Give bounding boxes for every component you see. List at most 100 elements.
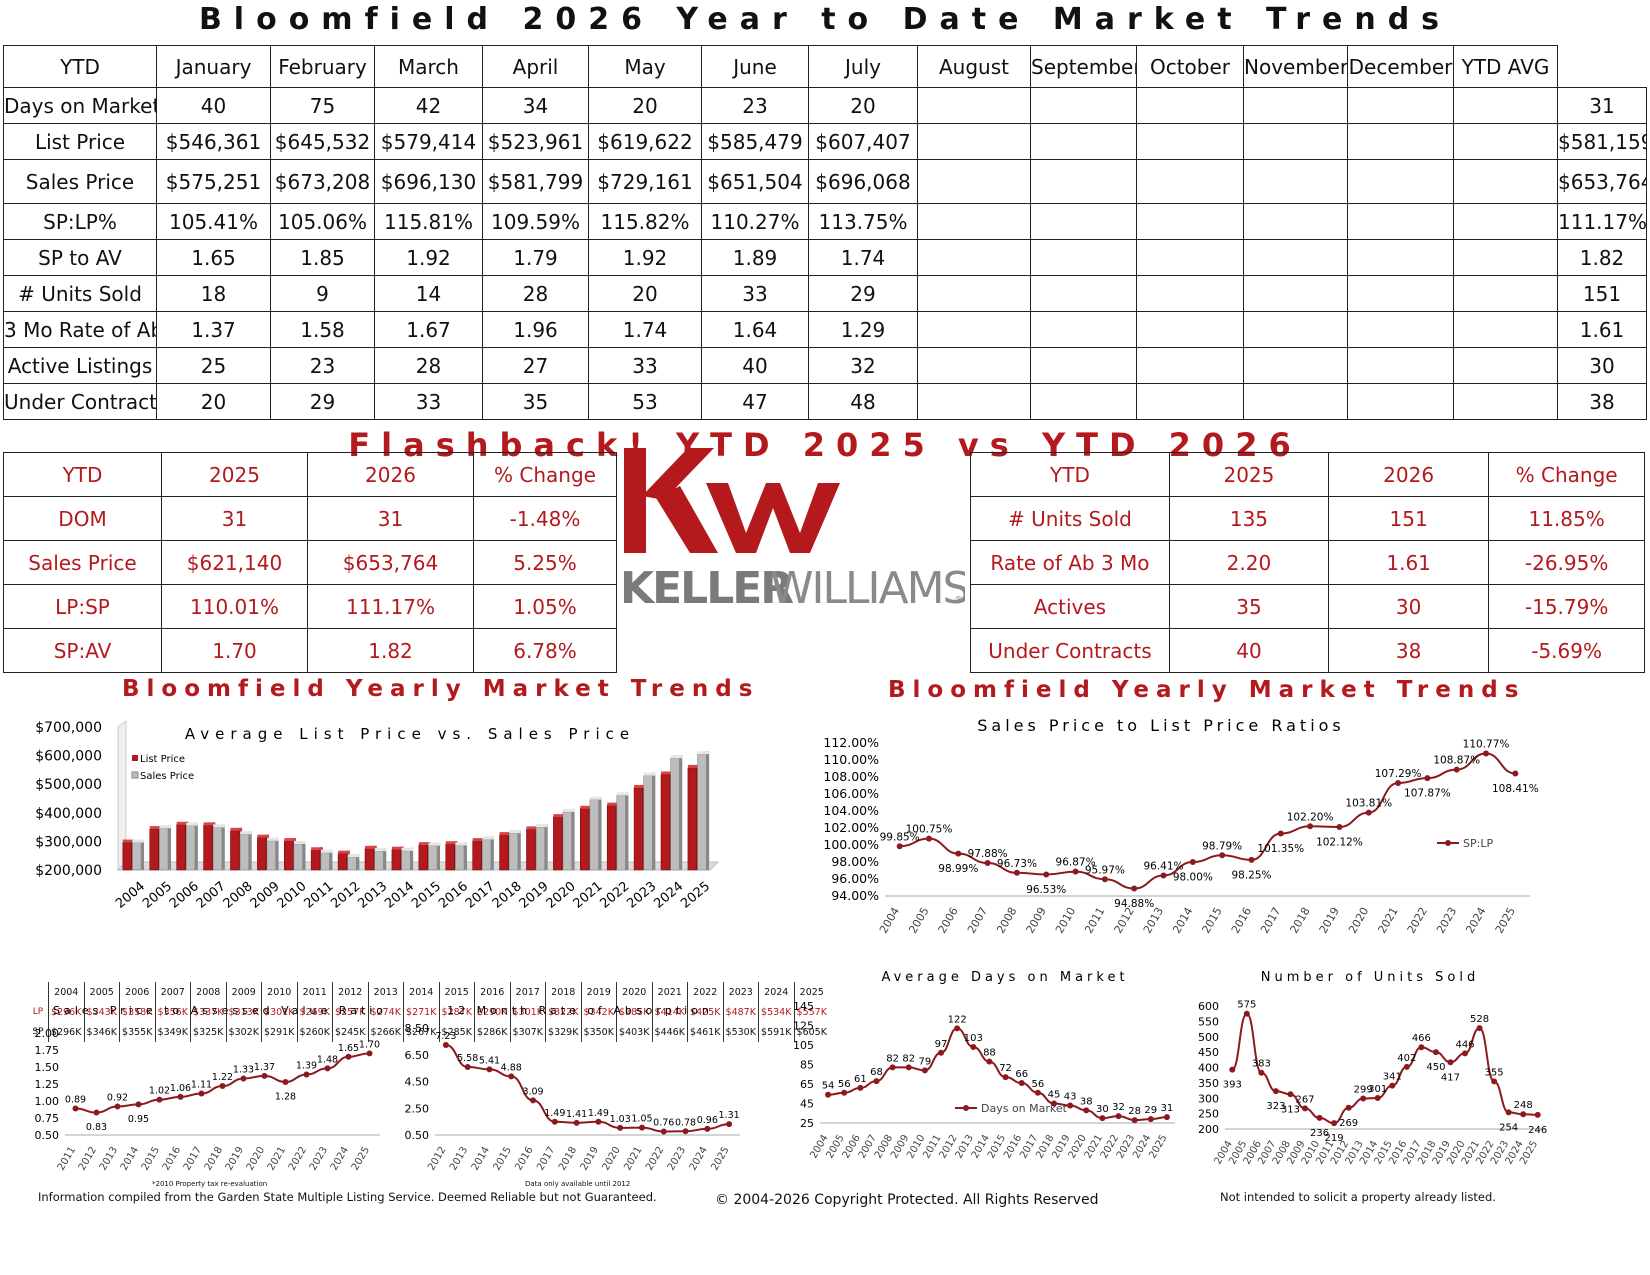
data-point-2022 <box>660 1128 667 1135</box>
x-tick-label: 2013 <box>98 1145 120 1173</box>
y-tick-label: 106.00% <box>823 786 879 801</box>
table-cell <box>917 123 1031 160</box>
y-tick-label: 0.50 <box>405 1129 430 1142</box>
data-label: 98.00% <box>1173 872 1213 884</box>
sp-cell: $302K <box>225 1022 262 1042</box>
table-cell: 35 <box>482 383 589 420</box>
y-tick-label: $400,000 <box>35 806 102 822</box>
bar-list-2018 <box>499 834 509 871</box>
bar-list-2025 <box>687 767 697 871</box>
data-point-2015 <box>156 1096 163 1103</box>
data-label: 450 <box>1426 1062 1445 1073</box>
bar-side <box>652 772 656 870</box>
year-cell: 2021 <box>651 982 688 1002</box>
data-point-2014 <box>1374 1094 1381 1101</box>
x-tick-label: 2012 <box>77 1145 99 1173</box>
data-point-2025 <box>1534 1111 1541 1118</box>
bar-side <box>383 848 387 870</box>
data-label: 402 <box>1397 1053 1416 1064</box>
table-cell: 105.06% <box>270 203 375 240</box>
data-point-2010 <box>921 1067 928 1074</box>
data-label: 96.87% <box>1056 857 1096 869</box>
year-cell: 2007 <box>154 982 191 1002</box>
lp-cell: $356K <box>154 1002 191 1022</box>
data-label: 1.33 <box>233 1065 254 1076</box>
bar-list-2019 <box>526 829 536 871</box>
x-tick-label: 2018 <box>557 1145 579 1173</box>
x-tick-label: 2024 <box>651 879 686 912</box>
sp-cell: $325K <box>190 1022 226 1042</box>
data-label: 1.03 <box>610 1114 631 1125</box>
lp-cell: $274K <box>367 1002 404 1022</box>
bar-sales-2023 <box>643 775 653 871</box>
data-label: 45 <box>1048 1090 1061 1101</box>
table-cell <box>1243 275 1348 312</box>
data-point-2004 <box>896 843 903 850</box>
x-tick-label: 2023 <box>666 1145 688 1173</box>
compare-cell: DOM <box>3 496 162 541</box>
bar-top <box>536 824 548 828</box>
x-tick-label: 2016 <box>513 1145 535 1173</box>
x-tick-label: 2019 <box>224 1145 246 1173</box>
bar-top <box>213 824 225 828</box>
data-point-2017 <box>1277 830 1284 837</box>
bar-side <box>490 836 494 870</box>
bar-top <box>347 854 360 858</box>
y-tick-label: 102.00% <box>823 820 879 835</box>
x-tick-label: 2016 <box>161 1145 183 1173</box>
table-cell: 33 <box>588 347 702 384</box>
data-label: 82 <box>902 1053 915 1064</box>
data-point-2005 <box>925 835 932 842</box>
sp-label: SP <box>32 1027 44 1037</box>
compare-row: # Units Sold 135 151 11.85% <box>970 496 1645 541</box>
x-tick-label: 2020 <box>1346 905 1371 936</box>
data-label: 0.76 <box>653 1118 674 1129</box>
data-point-2023 <box>324 1065 331 1072</box>
chart-title: Sales Price to List Price Ratios <box>977 716 1345 735</box>
data-label: 1.28 <box>275 1091 296 1102</box>
lp-cell: $487K <box>722 1002 759 1022</box>
page-title: Bloomfield 2026 Year to Date Market Tren… <box>198 2 1452 37</box>
bar-top <box>257 834 269 838</box>
compare-cell: 2.20 <box>1168 540 1330 585</box>
data-label: 1.06 <box>170 1083 191 1094</box>
table-cell: 1.58 <box>270 311 375 348</box>
sp-cell: $355K <box>119 1022 155 1042</box>
year-cell: 2012 <box>332 982 368 1002</box>
data-label: 1.05 <box>631 1114 652 1125</box>
table-cell: 105.41% <box>156 203 271 240</box>
table-cell <box>1243 123 1348 160</box>
compare-header: % Change <box>473 452 617 497</box>
header-february: February <box>270 45 375 88</box>
compare-row: SP:AV 1.70 1.82 6.78% <box>3 628 617 673</box>
y-tick-label: 350 <box>1198 1077 1219 1090</box>
row-label: SP to AV <box>3 239 157 276</box>
y-tick-label: 100.00% <box>823 837 879 852</box>
table-cell: $673,208 <box>270 159 375 204</box>
bar-top <box>553 814 565 818</box>
table-cell: 14 <box>374 275 483 312</box>
lp-cell: $358K <box>119 1002 155 1022</box>
bar-sales-2006 <box>185 825 196 871</box>
bar-top <box>365 845 377 849</box>
table-cell: 25 <box>156 347 271 384</box>
table-cell: 1.74 <box>588 311 702 348</box>
data-point-2008 <box>1287 1091 1294 1098</box>
x-tick-label: 2017 <box>535 1145 557 1173</box>
table-cell <box>1243 87 1348 124</box>
y-tick-label: 1.00 <box>35 1095 60 1108</box>
ytd-avg-cell: 151 <box>1557 275 1647 312</box>
compare-header: 2025 <box>1168 452 1330 497</box>
data-point-2014 <box>986 1058 993 1065</box>
bar-list-2013 <box>364 848 374 871</box>
x-tick-label: 2011 <box>1082 905 1107 936</box>
legend-label-sales: Sales Price <box>140 771 194 782</box>
table-row: SP to AV 1.65 1.85 1.92 1.79 1.92 1.89 1.74 1.82 <box>3 239 1647 276</box>
compare-table-left: YTD 2025 2026% Change DOM 31 31 -1.48% Sales Pr… <box>3 452 617 673</box>
data-point-2007 <box>984 860 991 867</box>
bar-top <box>697 751 710 755</box>
bar-side <box>329 849 333 870</box>
data-point-2019 <box>240 1075 247 1082</box>
price-table-years: 2004 2005 2006 2007 2008 2009 2010 2011 2012 2013… <box>28 982 829 1002</box>
table-cell <box>917 347 1031 384</box>
